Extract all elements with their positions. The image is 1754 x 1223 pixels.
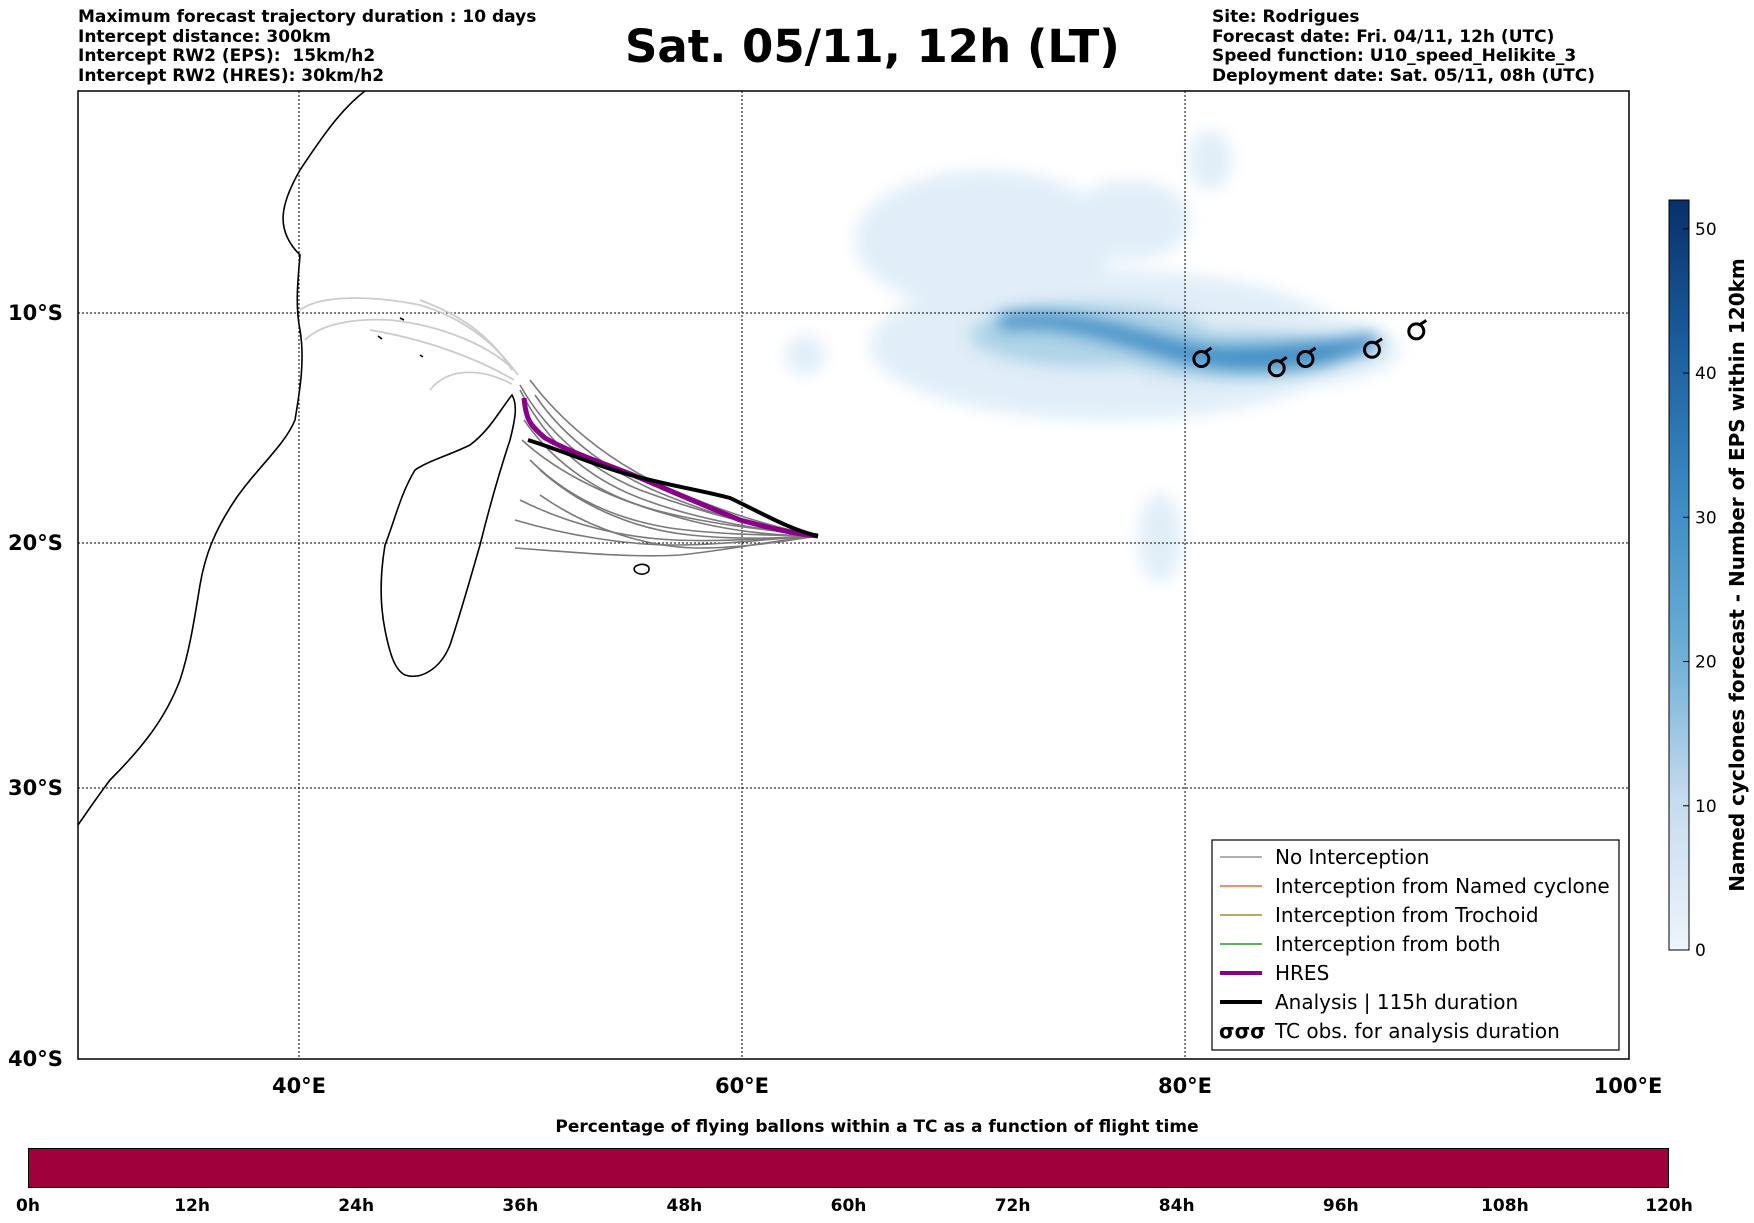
time-bar-tick-label: 48h [666, 1196, 703, 1216]
colorbar-tick-label: 10 [1695, 797, 1717, 817]
map-plot-area [78, 91, 1629, 1059]
info-deployment-date: Deployment date: Sat. 05/11, 08h (UTC) [1212, 65, 1596, 86]
time-bar-tick-label: 0h [16, 1196, 40, 1216]
map-frame [77, 90, 1630, 1060]
legend-label: No Interception [1275, 845, 1429, 869]
legend-label: Analysis | 115h duration [1275, 990, 1518, 1014]
lon-labels: 40°E 60°E 80°E 100°E [272, 1074, 1662, 1098]
colorbar-tick-label: 0 [1695, 941, 1706, 961]
legend-symbol: σσσ [1219, 1019, 1266, 1043]
legend-items: No Interception Interception from Named c… [1219, 845, 1610, 1043]
colorbar-tick-label: 20 [1695, 653, 1717, 673]
tc-obs-symbol [1407, 319, 1428, 341]
time-bar-tick-label: 108h [1481, 1196, 1529, 1216]
time-bar-tick-label: 120h [1645, 1196, 1693, 1216]
time-bar-tick-label: 96h [1322, 1196, 1359, 1216]
legend-item: Interception from Trochoid [1220, 903, 1539, 927]
info-site: Site: Rodrigues [1212, 7, 1360, 27]
lon-label-100e: 100°E [1594, 1074, 1663, 1098]
colorbar-tick-label: 50 [1695, 220, 1717, 240]
legend-item: Interception from both [1220, 932, 1501, 956]
time-bar-title: Percentage of flying ballons within a TC… [555, 1117, 1199, 1137]
legend-item: No Interception [1220, 845, 1429, 869]
legend-item: HRES [1220, 961, 1329, 985]
tc-obs-symbol [1192, 346, 1213, 368]
map-legend: No Interception Interception from Named c… [1211, 839, 1620, 1051]
info-max-duration: Maximum forecast trajectory duration : 1… [78, 7, 537, 27]
lon-label-80e: 80°E [1158, 1074, 1212, 1098]
coast-comoros [377, 317, 424, 358]
map-title: Sat. 05/11, 12h (LT) [625, 20, 1120, 73]
coast-madagascar [380, 393, 517, 677]
lon-label-40e: 40°E [272, 1074, 326, 1098]
tc-obs-symbol [1267, 355, 1288, 378]
info-intercept-distance: Intercept distance: 300km [78, 26, 331, 47]
legend-item: σσσ TC obs. for analysis duration [1219, 1019, 1560, 1043]
info-speed-function: Speed function: U10_speed_Helikite_3 [1212, 46, 1577, 66]
light-trajectories [299, 297, 519, 391]
eps-colorbar: 0 10 20 30 40 50 Named cyclones forecast - Nu… [1668, 199, 1749, 961]
lat-labels: 10°S 20°S 30°S 40°S [8, 301, 63, 1071]
analysis-trajectory [527, 438, 819, 538]
colorbar-ticks: 0 10 20 30 40 50 [1683, 220, 1717, 961]
legend-label: Interception from Named cyclone [1275, 874, 1610, 898]
colorbar-tick-label: 30 [1695, 508, 1717, 528]
info-forecast-date: Forecast date: Fri. 04/11, 12h (UTC) [1212, 26, 1555, 47]
lat-label-20s: 20°S [8, 531, 63, 555]
header-info-right: Site: Rodrigues Forecast date: Fri. 04/11… [1212, 7, 1596, 86]
tc-obs-symbol [1296, 346, 1317, 368]
time-bar-tick-label: 72h [994, 1196, 1031, 1216]
info-intercept-hres: Intercept RW2 (HRES): 30km/h2 [78, 65, 385, 86]
lat-label-10s: 10°S [8, 301, 63, 325]
legend-item: Analysis | 115h duration [1220, 990, 1518, 1014]
legend-box [1211, 839, 1620, 1051]
legend-item: Interception from Named cyclone [1220, 874, 1610, 898]
time-bar-tick-label: 12h [174, 1196, 210, 1216]
info-intercept-eps: Intercept RW2 (EPS): 15km/h2 [78, 46, 376, 66]
lat-label-30s: 30°S [8, 776, 63, 800]
legend-label: TC obs. for analysis duration [1274, 1019, 1560, 1043]
time-bar-tick-label: 24h [338, 1196, 375, 1216]
cyclone-density-field [785, 130, 1400, 583]
map-gridlines [78, 91, 1629, 1059]
legend-label: Interception from Trochoid [1275, 903, 1539, 927]
time-bar [28, 1148, 1669, 1188]
colorbar-title: Named cyclones forecast - Number of EPS … [1725, 258, 1749, 892]
legend-label: Interception from both [1275, 932, 1501, 956]
lon-label-60e: 60°E [715, 1074, 769, 1098]
colorbar-gradient [1668, 199, 1690, 951]
time-bar-tick-label: 36h [502, 1196, 539, 1216]
tc-obs-symbol [1362, 337, 1383, 359]
coastlines [78, 91, 650, 826]
time-bar-tick-label: 60h [830, 1196, 867, 1216]
lat-label-40s: 40°S [8, 1047, 63, 1071]
header-info-left: Maximum forecast trajectory duration : 1… [78, 7, 537, 86]
tc-obs-layer [1192, 319, 1428, 378]
colorbar-tick-label: 40 [1695, 364, 1717, 384]
coast-mauritius [633, 563, 650, 575]
legend-label: HRES [1275, 961, 1329, 985]
time-bar-tick-label: 84h [1158, 1196, 1195, 1216]
density-core [1000, 312, 1379, 371]
coast-africa [78, 91, 366, 826]
